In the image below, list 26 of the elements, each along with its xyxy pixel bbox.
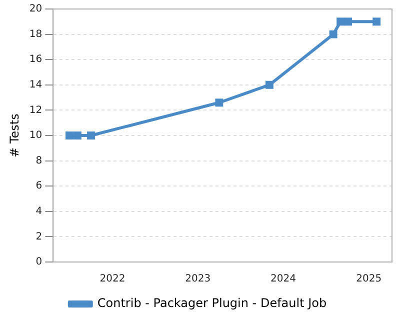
- y-tick-label: 2: [36, 231, 42, 242]
- y-tick-label: 10: [29, 130, 42, 142]
- point: [215, 98, 224, 107]
- point: [265, 80, 274, 89]
- point: [87, 132, 95, 140]
- point: [73, 132, 82, 140]
- y-tick-label: 12: [29, 104, 42, 116]
- y-tick-label: 8: [36, 155, 42, 166]
- legend-label: Contrib - Packager Plugin - Default Job: [97, 296, 327, 310]
- point: [329, 30, 338, 38]
- x-tick-label: 2024: [270, 274, 296, 285]
- point: [66, 132, 74, 140]
- x-tick-label: 2022: [100, 274, 126, 285]
- x-tick-label: 2023: [185, 274, 211, 285]
- point: [372, 18, 381, 26]
- x-tick-label: 2025: [356, 274, 382, 285]
- y-tick-label: 0: [36, 256, 42, 268]
- y-tick-label: 4: [36, 206, 42, 217]
- point: [336, 18, 345, 26]
- y-axis-title: # Tests: [7, 114, 22, 158]
- y-tick-label: 20: [29, 4, 42, 15]
- y-tick-label: 14: [29, 79, 42, 90]
- point: [344, 18, 352, 26]
- y-tick-label: 18: [29, 28, 42, 40]
- y-tick-label: 6: [36, 180, 42, 192]
- y-tick-label: 16: [29, 54, 42, 66]
